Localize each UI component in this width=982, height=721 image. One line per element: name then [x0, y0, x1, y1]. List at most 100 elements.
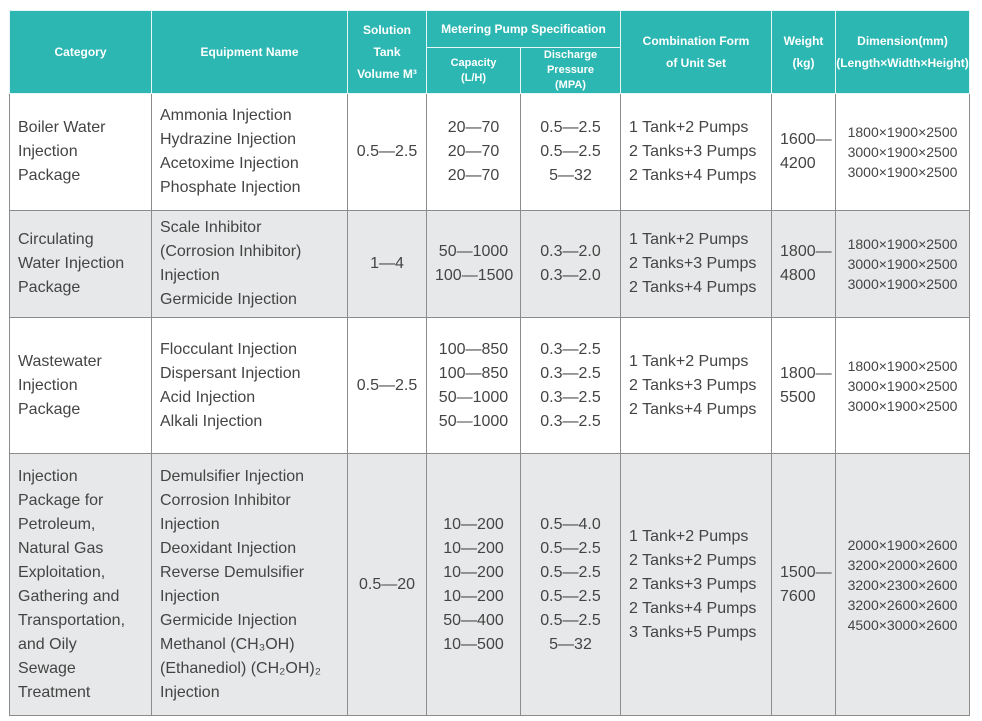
cell: 100—850 100—850 50—1000 50—1000	[426, 317, 521, 454]
cell: 1800×1900×2500 3000×1900×2500 3000×1900×25…	[835, 317, 971, 454]
cell-line: 10—200	[443, 539, 504, 557]
cell-line: 10—200	[443, 563, 504, 581]
cell-line: Gathering and	[18, 587, 120, 605]
header-cell: Solution Tank Volume M³	[347, 10, 427, 94]
cell-line: 0.3—2.0	[540, 243, 601, 260]
cell-line: Reverse Demulsifier	[160, 563, 305, 581]
cell-line: 5500	[780, 388, 816, 406]
cell-text: 0.5—20	[358, 575, 416, 593]
cell-line: 2 Tanks+3 Pumps	[629, 143, 757, 160]
cell-line: 1800×1900×2500	[847, 236, 958, 252]
cell-line: Injection	[160, 515, 220, 533]
cell-line: 0.5—2.5	[540, 563, 601, 581]
cell: 1 Tank+2 Pumps 2 Tanks+3 Pumps 2 Tanks+4 P…	[620, 210, 773, 318]
cell-text: 0.5—2.5	[356, 143, 418, 160]
cell-line: 1800×1900×2500	[847, 357, 958, 374]
header-text: Equipment Name	[200, 45, 299, 59]
cell-line: 2 Tanks+3 Pumps	[629, 376, 757, 394]
cell-line: 2 Tanks+4 Pumps	[629, 599, 757, 617]
cell-line: 0.3—2.0	[540, 267, 601, 284]
cell-line: Injection	[160, 683, 220, 701]
cell: 1 Tank+2 Pumps 2 Tanks+2 Pumps 2 Tanks+3 P…	[620, 453, 773, 716]
cell-line: Ammonia Injection	[160, 107, 292, 124]
cell-line: Sewage	[18, 659, 76, 677]
cell-line: Methanol (CH₃OH)	[160, 635, 295, 653]
header-text: Solution Tank	[363, 23, 411, 59]
cell-line: 7600	[780, 587, 816, 605]
cell: 0.5—2.5	[347, 317, 427, 454]
cell: 1500— 7600	[771, 453, 837, 716]
cell: 1800— 4800	[771, 210, 837, 318]
cell-line: 20—70	[447, 167, 500, 184]
cell-line: 0.5—2.5	[540, 143, 601, 160]
cell-line: 1800—	[780, 243, 832, 260]
cell: 50—1000 100—1500	[426, 210, 521, 318]
cell-line: Scale Inhibitor	[160, 219, 262, 236]
cell-line: 20—70	[447, 119, 500, 136]
cell-line: 3000×1900×2500	[847, 164, 958, 180]
cell-line: 20—70	[447, 143, 500, 160]
cell: Ammonia Injection Hydrazine Injection Acet…	[151, 93, 348, 211]
cell-text: 1—4	[370, 255, 404, 272]
cell-line: 2000×1900×2600	[847, 536, 958, 553]
cell: Injection Package for Petroleum, Natural Ga…	[9, 453, 152, 716]
cell: 1800— 5500	[771, 317, 837, 454]
spec-table: Category Equipment Name Solution Tank Vol…	[9, 10, 971, 716]
cell-line: Acetoxime Injection	[160, 155, 299, 172]
cell-line: Wastewater	[18, 352, 102, 370]
cell-line: 5—32	[549, 167, 592, 184]
header-text: (Length×Width×Height)	[836, 56, 969, 70]
cell-line: Germicide Injection	[160, 291, 297, 308]
cell-line: 100—1500	[435, 267, 514, 284]
cell-line: 2 Tanks+4 Pumps	[629, 279, 757, 296]
cell-line: 2 Tanks+4 Pumps	[629, 400, 757, 418]
table-row: Injection Package for Petroleum, Natural Ga…	[9, 453, 971, 716]
cell-line: 100—850	[438, 340, 509, 358]
header-text: Dimension(mm)	[857, 34, 948, 48]
header-text: of Unit Set	[666, 56, 727, 70]
header-text: Combination Form	[642, 34, 750, 48]
cell-line: 10—500	[443, 635, 504, 653]
cell-line: Treatment	[18, 683, 91, 701]
header-text: Category	[54, 45, 107, 59]
cell-line: 1500—	[780, 563, 832, 581]
cell: 1600— 4200	[771, 93, 837, 211]
cell: 0.3—2.0 0.3—2.0	[519, 210, 622, 318]
table-row: Circulating Water Injection Package Scale I…	[9, 210, 971, 318]
cell-line: Acid Injection	[160, 388, 256, 406]
cell-line: Germicide Injection	[160, 611, 297, 629]
cell-line: 0.5—2.5	[540, 539, 601, 557]
cell-line: Flocculant Injection	[160, 340, 297, 358]
cell-line: Package for	[18, 491, 104, 509]
cell-line: Corrosion Inhibitor	[160, 491, 291, 509]
cell: Demulsifier Injection Corrosion Inhibitor…	[151, 453, 348, 716]
cell-line: Injection	[160, 267, 220, 284]
cell-line: 2 Tanks+4 Pumps	[629, 167, 757, 184]
cell-line: 5—32	[549, 635, 592, 653]
cell-line: 10—200	[443, 515, 504, 533]
cell-line: 2 Tanks+2 Pumps	[629, 551, 757, 569]
cell-line: Injection	[160, 587, 220, 605]
cell: 1800×1900×2500 3000×1900×2500 3000×1900×25…	[835, 93, 971, 211]
header-cell: Dimension(mm) (Length×Width×Height)	[835, 10, 971, 94]
cell-line: 0.5—2.5	[540, 611, 601, 629]
cell-line: Exploitation,	[18, 563, 106, 581]
cell-line: 0.3—2.5	[540, 412, 601, 430]
header-text: (L/H)	[460, 71, 487, 84]
header-cell: Combination Form of Unit Set	[620, 10, 773, 94]
cell-line: Package	[18, 279, 81, 296]
cell: Wastewater Injection Package	[9, 317, 152, 454]
cell: 0.5—4.0 0.5—2.5 0.5—2.5 0.5—2.5 0.5—2.5 5—32	[519, 453, 622, 716]
table-body: Boiler Water Injection Package Ammonia Inje…	[9, 93, 971, 716]
header-text: (MPA)	[555, 79, 586, 91]
cell-line: 50—1000	[438, 243, 509, 260]
cell: 10—200 10—200 10—200 10—200 50—400 10—500	[426, 453, 521, 716]
cell: Boiler Water Injection Package	[9, 93, 152, 211]
cell-line: 1800—	[780, 364, 832, 382]
cell-text: 0.5—2.5	[356, 376, 418, 394]
cell-line: 3200×2300×2600	[847, 576, 958, 593]
cell: 0.5—2.5 0.5—2.5 5—32	[519, 93, 622, 211]
header-cell: Metering Pump Specification	[425, 10, 622, 48]
cell-line: Injection	[18, 143, 78, 160]
